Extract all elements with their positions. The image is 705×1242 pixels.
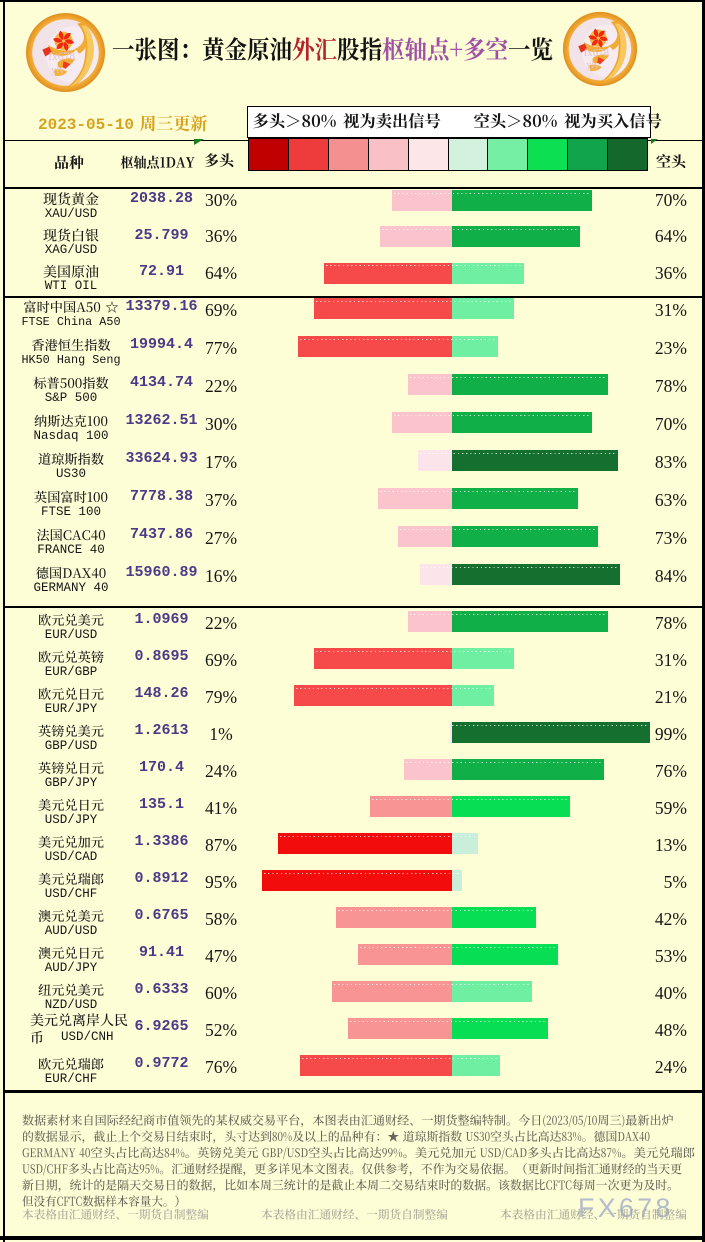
svg-text:fx678: fx678 xyxy=(48,50,75,63)
svg-text:yly: yly xyxy=(586,60,599,71)
svg-text:yly: yly xyxy=(51,65,65,76)
svg-text:fx678: fx678 xyxy=(584,47,610,59)
